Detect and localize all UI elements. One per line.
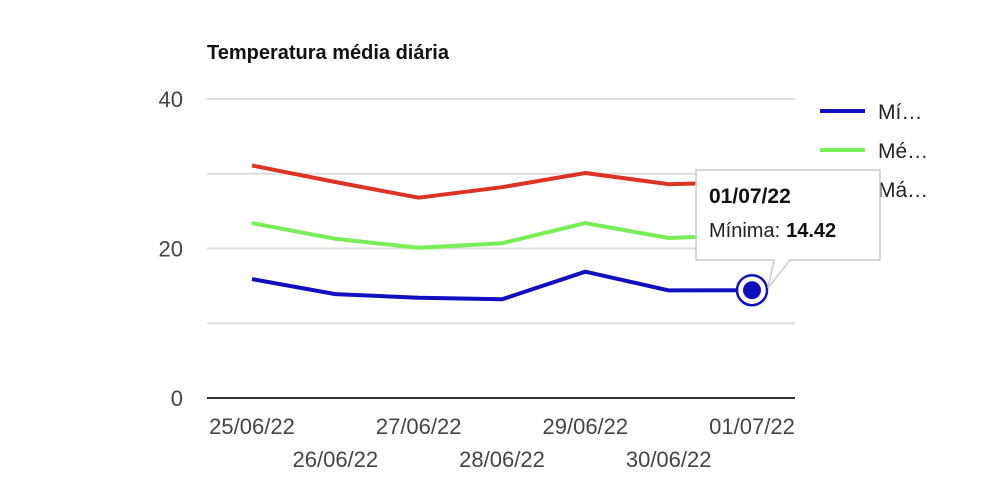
- tooltip-value: 14.42: [786, 220, 836, 242]
- chart-title: Temperatura média diária: [207, 42, 450, 64]
- y-tick-label: 0: [171, 386, 183, 411]
- y-tick-label: 40: [159, 87, 183, 112]
- tooltip-label: Mínima: 14.42: [709, 220, 836, 242]
- y-tick-label: 20: [159, 237, 183, 262]
- legend-label[interactable]: Má…: [878, 179, 928, 202]
- tooltip-box: [695, 169, 881, 289]
- x-axis-tick-labels: 25/06/22 26/06/22 27/06/22 28/06/22 29/06/22…: [209, 414, 795, 472]
- series-line: [251, 163, 753, 200]
- series-line: [251, 221, 753, 250]
- tooltip-title: 01/07/22: [709, 185, 791, 208]
- tooltip-series-label: Mínima:: [709, 220, 780, 242]
- series-line: [251, 269, 753, 302]
- highlighted-point[interactable]: [743, 281, 761, 300]
- x-tick-label: 01/07/22: [709, 414, 795, 439]
- x-tick-label: 26/06/22: [293, 447, 379, 472]
- series-layer: [251, 163, 769, 307]
- legend-label[interactable]: Mé…: [878, 140, 928, 163]
- x-tick-label: 29/06/22: [543, 414, 629, 439]
- x-tick-label: 30/06/22: [626, 447, 712, 472]
- y-axis-tick-labels: 0 20 40: [159, 87, 183, 411]
- x-tick-label: 28/06/22: [459, 447, 545, 472]
- legend-label[interactable]: Mí…: [878, 101, 922, 124]
- x-tick-label: 27/06/22: [376, 414, 462, 439]
- x-tick-label: 25/06/22: [209, 414, 295, 439]
- tooltip: 01/07/22 Mínima: 14.42: [695, 169, 881, 289]
